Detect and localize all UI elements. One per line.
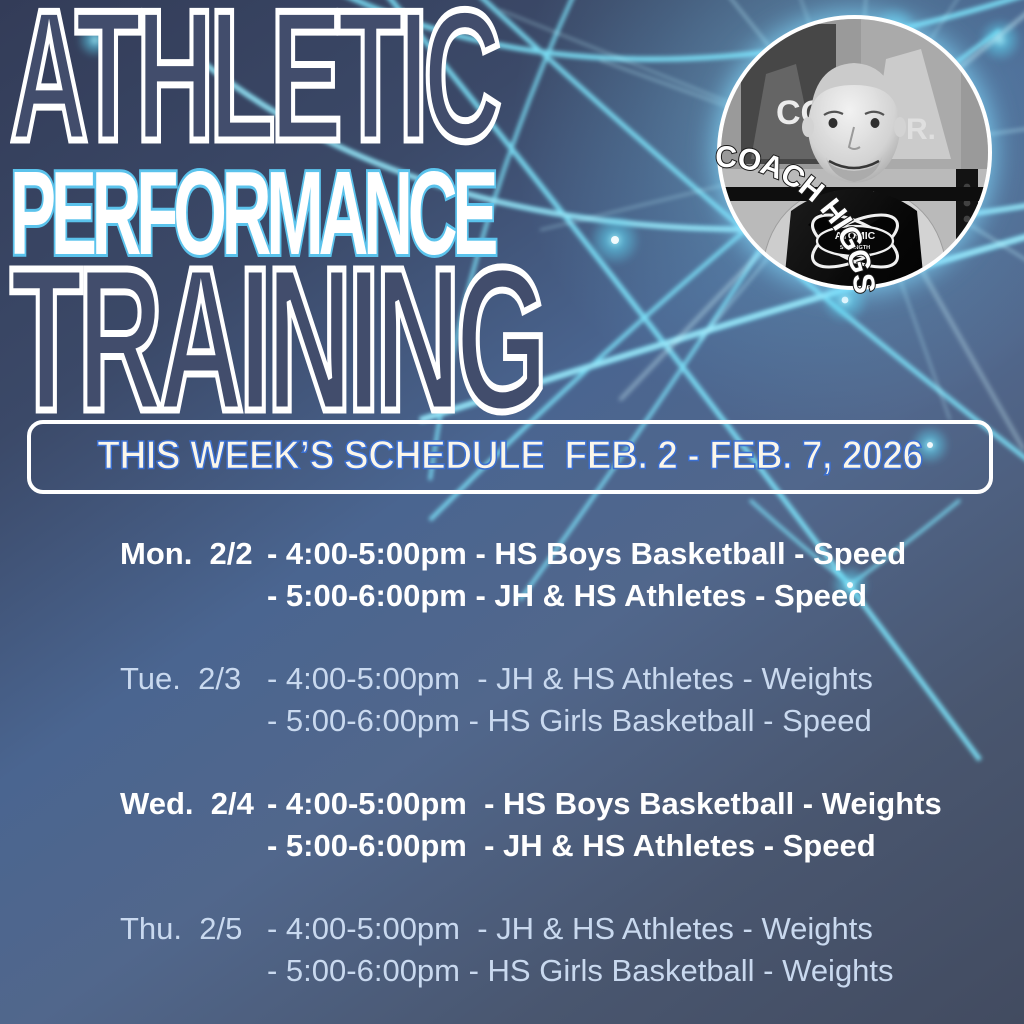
svg-text:COACH HIGGS: COACH HIGGS [715, 141, 881, 295]
